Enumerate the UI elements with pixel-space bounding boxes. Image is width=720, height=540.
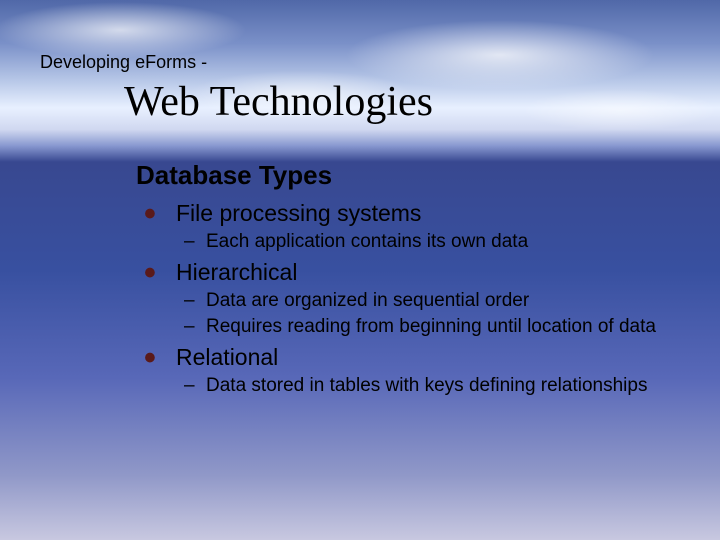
sky-clouds: [0, 0, 720, 150]
slide: Developing eForms - Web Technologies Dat…: [0, 0, 720, 540]
list-subitem: Each application contains its own data: [136, 230, 680, 254]
list-item-label: File processing systems: [176, 200, 421, 226]
list-subitem: Data are organized in sequential order: [136, 289, 680, 313]
slide-subtitle: Database Types: [136, 160, 332, 191]
list-subitem-label: Requires reading from beginning until lo…: [206, 316, 656, 337]
slide-title: Web Technologies: [124, 78, 433, 126]
list-subitem-label: Each application contains its own data: [206, 231, 528, 252]
list-subitem: Requires reading from beginning until lo…: [136, 315, 680, 339]
list-item-label: Relational: [176, 344, 278, 370]
list-item-label: Hierarchical: [176, 259, 297, 285]
list-item: Hierarchical: [136, 259, 680, 287]
slide-content: File processing systems Each application…: [136, 198, 680, 398]
list-subitem: Data stored in tables with keys defining…: [136, 374, 680, 398]
slide-header: Developing eForms -: [40, 52, 207, 73]
list-subitem-label: Data stored in tables with keys defining…: [206, 375, 647, 396]
list-item: Relational: [136, 344, 680, 372]
list-subitem-label: Data are organized in sequential order: [206, 290, 529, 311]
list-item: File processing systems: [136, 200, 680, 228]
